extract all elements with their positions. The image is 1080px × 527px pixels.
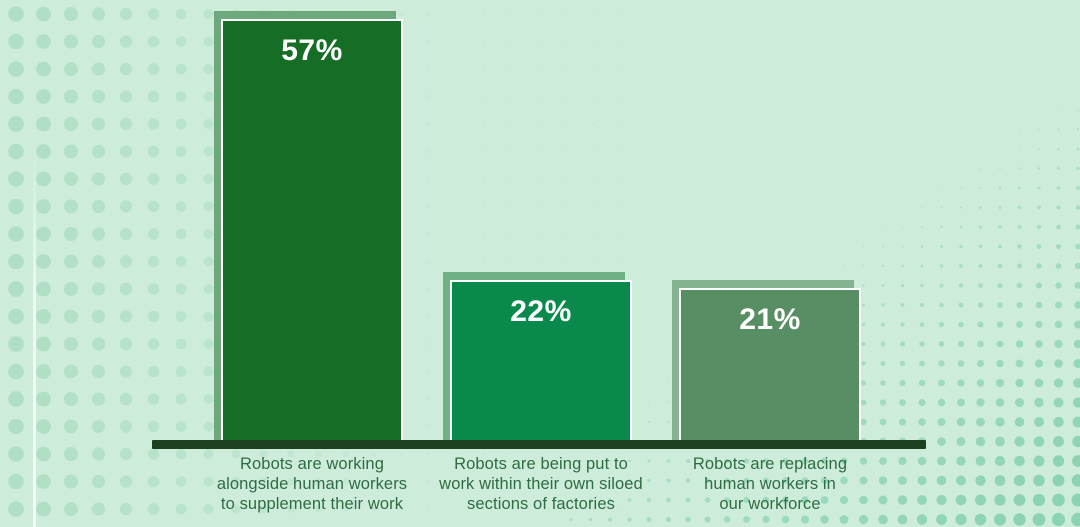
bar-value-label: 22%	[510, 295, 572, 328]
category-label-line: our workforce	[719, 495, 821, 513]
vertical-divider-line	[33, 140, 36, 527]
category-label-line: human workers in	[704, 475, 836, 493]
category-label-line: work within their own siloed	[439, 475, 643, 493]
category-label-line: sections of factories	[467, 495, 615, 513]
bar-3: 21%	[679, 288, 861, 444]
category-label: Robots are working alongside human worker…	[187, 454, 437, 514]
category-label-line: Robots are replacing	[692, 455, 848, 473]
x-axis-baseline	[152, 440, 926, 449]
bar-value-label: 57%	[281, 34, 343, 67]
bar-2: 22%	[450, 280, 632, 444]
bar-1: 57%	[221, 19, 403, 444]
category-label: Robots are replacing human workers in our …	[645, 454, 895, 514]
category-label: Robots are being put to work within their…	[416, 454, 666, 514]
category-label-line: Robots are working	[240, 455, 384, 473]
category-label-line: Robots are being put to	[454, 455, 628, 473]
category-label-line: to supplement their work	[220, 495, 404, 513]
category-label-line: alongside human workers	[216, 475, 408, 493]
bar-value-label: 21%	[739, 303, 801, 336]
